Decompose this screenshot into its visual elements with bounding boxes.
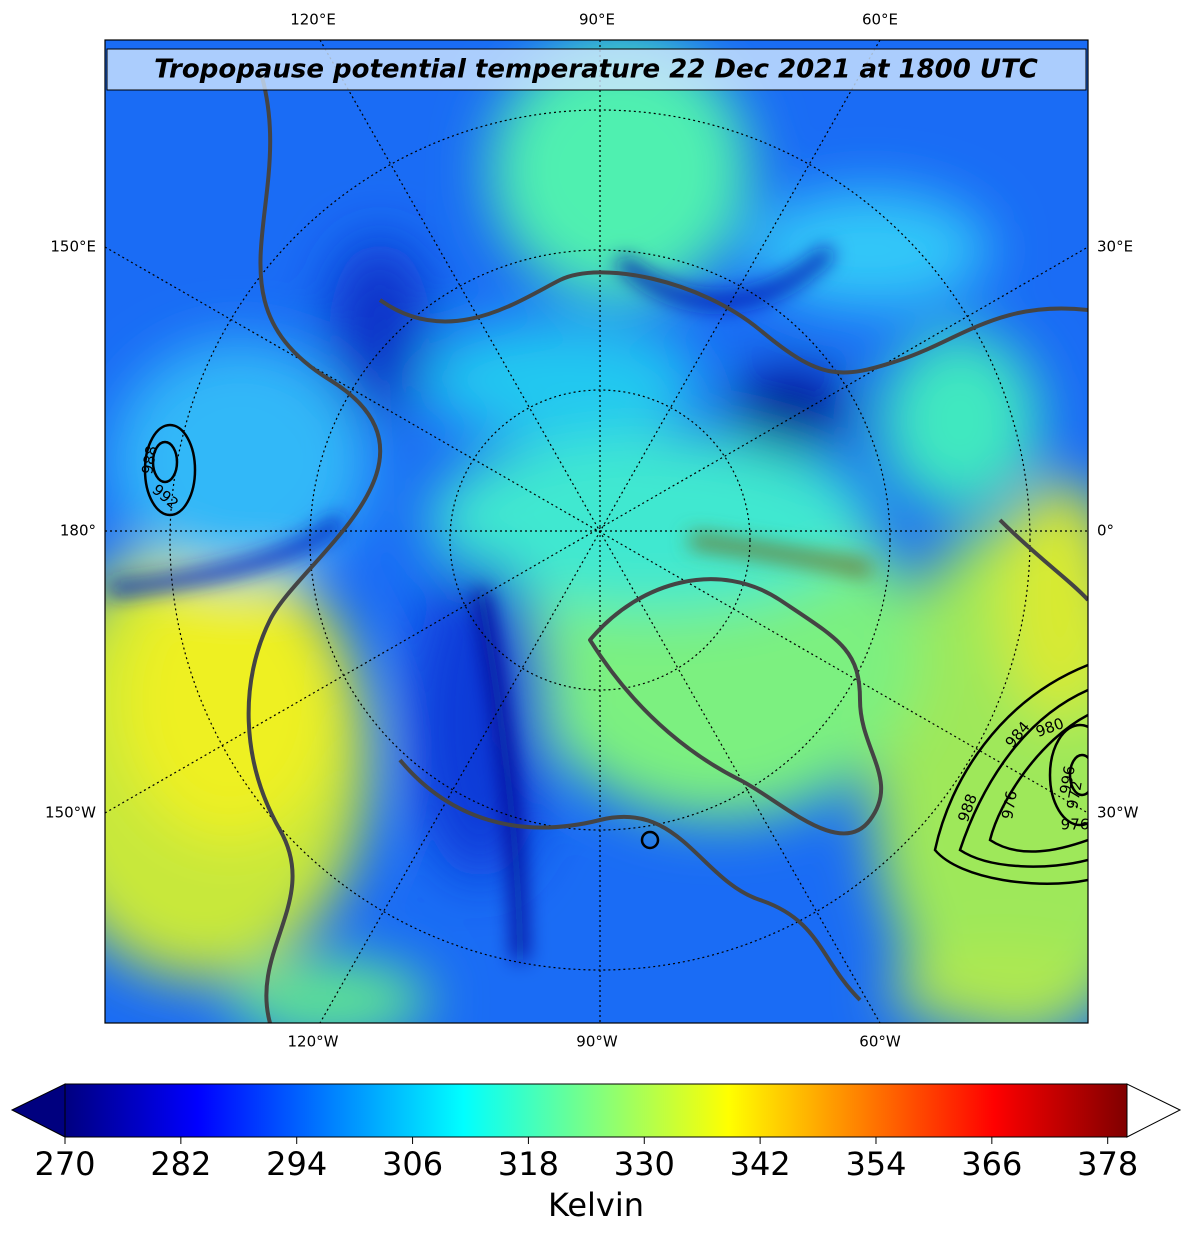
contour-label: 976 [1061,816,1090,834]
colorbar [10,1083,1182,1144]
colorbar-tick-label: 366 [961,1145,1022,1183]
lon-label: 180° [60,522,96,540]
lon-label: 30°E [1097,238,1133,256]
colorbar-tick-label: 294 [266,1145,327,1183]
lon-label: 30°W [1097,804,1139,822]
lon-label: 150°W [45,804,96,822]
lon-label: 120°E [290,11,336,29]
colorbar-tick-label: 282 [150,1145,211,1183]
lon-label: 120°W [288,1033,339,1051]
lon-label: 60°W [859,1033,901,1051]
lon-label: 0° [1097,522,1114,540]
colorbar-tick-label: 306 [382,1145,443,1183]
contour-label: 972 [1063,779,1086,810]
lon-label: 150°E [50,238,96,256]
colorbar-tick-label: 378 [1077,1145,1138,1183]
contour-label: 996 [1056,764,1079,795]
colorbar-tick-label: 330 [614,1145,675,1183]
colorbar-tick-label: 342 [730,1145,791,1183]
map-title: Tropopause potential temperature 22 Dec … [154,55,1038,85]
colorbar-tick-label: 270 [34,1145,95,1183]
contour-label: 976 [998,789,1021,820]
lon-label: 60°E [862,11,898,29]
map-frame [104,39,1089,1024]
colorbar-label: Kelvin [548,1186,644,1224]
contour-label: 988 [138,444,161,475]
lon-label: 90°E [579,11,615,29]
colorbar-tick-label: 318 [498,1145,559,1183]
title-box [106,48,1087,91]
lon-label: 90°W [576,1033,618,1051]
colorbar-tick-label: 354 [845,1145,906,1183]
